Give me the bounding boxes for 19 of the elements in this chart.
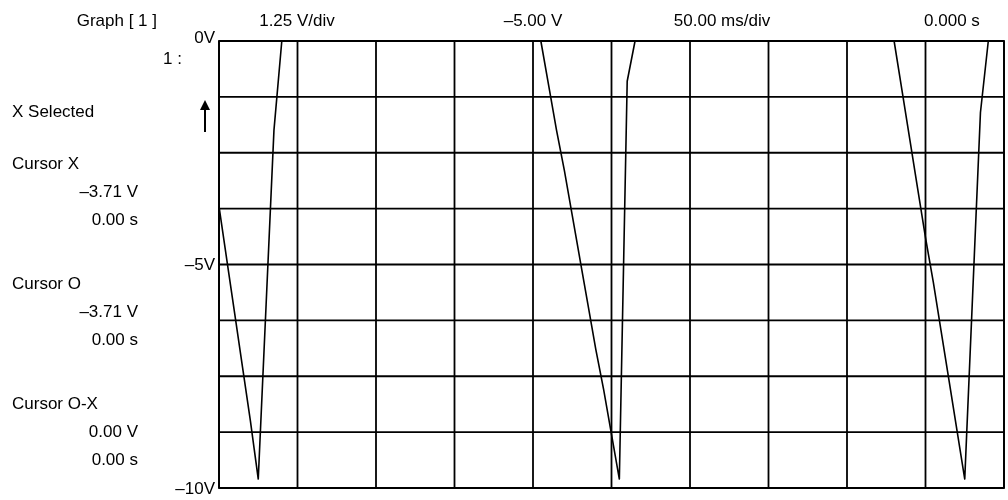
text: Cursor O [12,274,81,293]
text: 0.00 V [88,422,139,441]
y-tick-label: –5V [184,255,216,275]
y-tick-label: 0V [194,27,216,47]
text: –3.71 V [79,302,139,321]
text: Cursor O-X [12,394,98,413]
text: 1 : [163,49,182,68]
text: 1.25 V/div [259,11,336,30]
y-tick-label: –10V [175,478,216,498]
text: X Selected [12,102,95,121]
text: 0.00 s [91,450,138,469]
text: 50.00 ms/div [673,11,771,30]
text: –5.00 V [503,11,563,30]
text: Cursor X [12,154,80,173]
text: 0.000 s [924,11,980,30]
text: 0.00 s [91,210,138,229]
text: 0.00 s [91,330,138,349]
chart-title: Graph [ 1 ] [76,11,157,30]
text: –3.71 V [79,182,139,201]
